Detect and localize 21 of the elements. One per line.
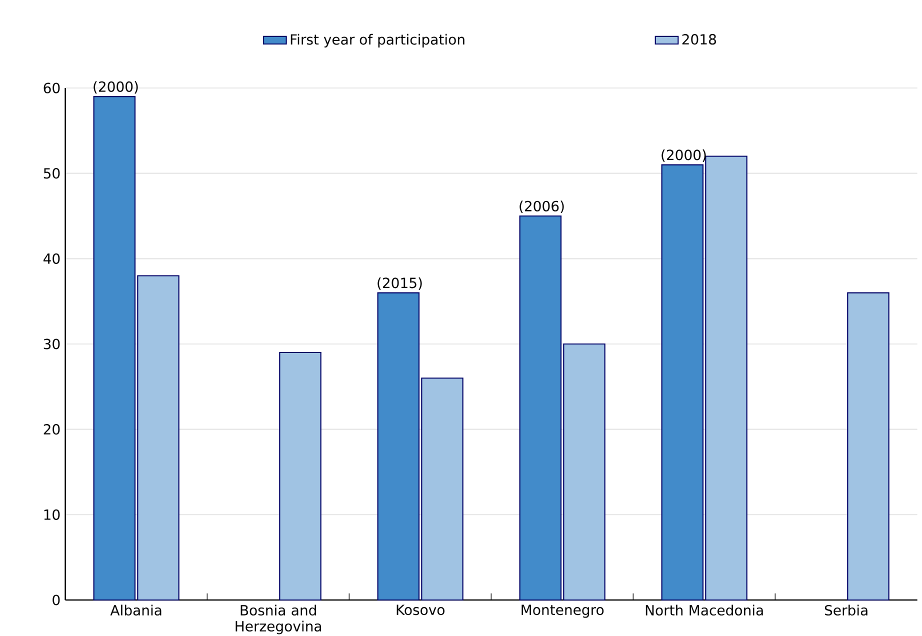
x-tick-label: Kosovo	[396, 604, 444, 616]
x-tick-label: Bosnia and Herzegovina	[236, 604, 322, 634]
bar	[847, 292, 890, 601]
legend-label: First year of participation	[290, 34, 464, 48]
annotation: (2000)	[662, 149, 706, 162]
x-tick-label: Montenegro	[522, 604, 604, 618]
y-tick-label: 20	[44, 424, 60, 435]
y-tick-label: 0	[52, 594, 60, 606]
y-tick-label: 50	[44, 168, 60, 179]
annotation: (2006)	[520, 200, 564, 214]
x-tick-label: North Macedonia	[646, 604, 763, 616]
legend-label: 2018	[682, 34, 716, 45]
bar	[279, 352, 322, 601]
annotation: (2015)	[378, 277, 422, 290]
x-tick-label: Serbia	[824, 604, 868, 616]
y-tick-label: 30	[44, 338, 60, 350]
y-tick-label: 40	[44, 253, 60, 264]
x-tick-label: Albania	[110, 604, 162, 616]
y-tick-label: 10	[44, 509, 60, 520]
y-tick-label: 60	[44, 82, 60, 94]
annotation: (2000)	[94, 81, 138, 94]
